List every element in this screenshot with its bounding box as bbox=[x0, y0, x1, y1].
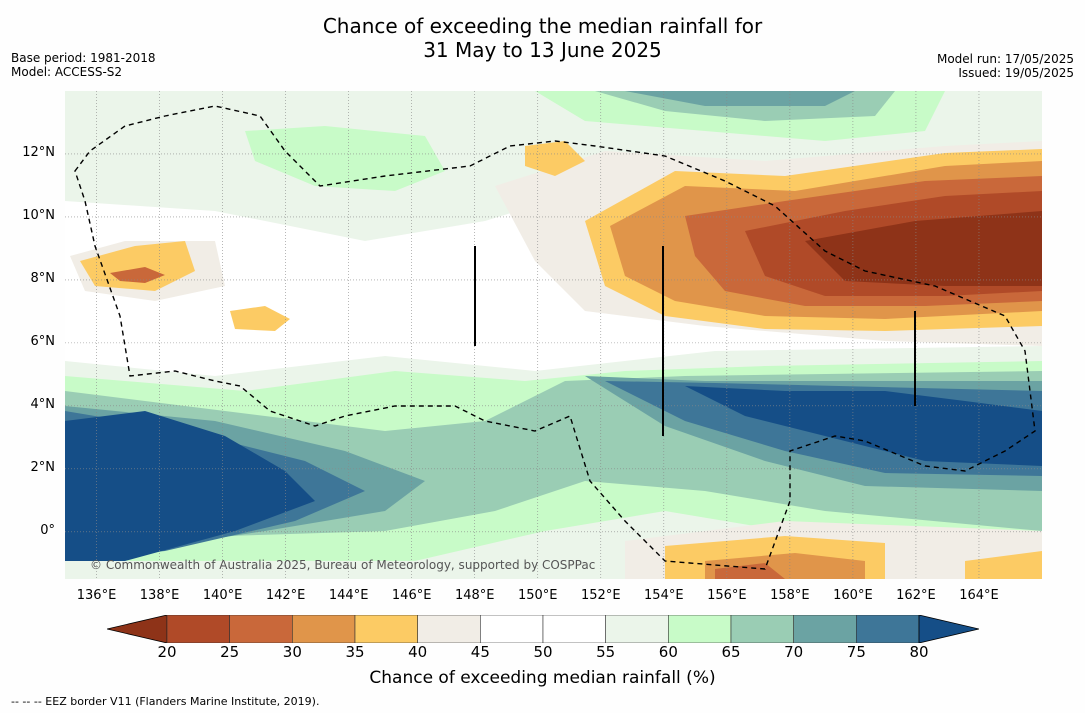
colorbar-tick-label: 65 bbox=[721, 643, 741, 661]
lat-label: 8°N bbox=[30, 270, 56, 286]
lon-label: 148°E bbox=[454, 588, 495, 603]
lat-label: 4°N bbox=[30, 396, 56, 412]
region-below-20-east bbox=[805, 211, 1042, 286]
colorbar-tick-label: 30 bbox=[282, 643, 302, 661]
map-title: Chance of exceeding the median rainfall … bbox=[0, 14, 1085, 62]
region-30-west bbox=[110, 267, 165, 283]
colorbar-label: Chance of exceeding median rainfall (%) bbox=[369, 668, 716, 688]
colorbar-segment bbox=[166, 615, 230, 643]
colorbar-segment bbox=[668, 615, 732, 643]
lon-label: 146°E bbox=[391, 588, 432, 603]
colorbar-extend-high bbox=[918, 615, 979, 643]
region-35-40-west bbox=[80, 241, 195, 291]
lon-label: 164°E bbox=[959, 588, 999, 603]
eez-border bbox=[74, 105, 1036, 570]
colorbar-segment bbox=[354, 615, 418, 643]
lat-label: 2°N bbox=[30, 459, 56, 475]
lat-label: 0° bbox=[40, 522, 55, 538]
lon-label: 140°E bbox=[202, 588, 243, 603]
region-green-northwest bbox=[245, 126, 445, 191]
region-above-80-south bbox=[65, 386, 1042, 561]
colorbar-tick-label: 70 bbox=[784, 643, 804, 661]
footnote: -- -- -- EEZ border V11 (Flanders Marine… bbox=[11, 695, 320, 708]
meta-left: Base period: 1981-2018 Model: ACCESS-S2 bbox=[11, 51, 156, 79]
lat-label: 6°N bbox=[30, 333, 56, 349]
colorbar-segment bbox=[730, 615, 794, 643]
lat-label: 10°N bbox=[22, 207, 55, 223]
colorbar-segment bbox=[856, 615, 920, 643]
base-period: Base period: 1981-2018 bbox=[11, 51, 156, 65]
colorbar-tick-label: 35 bbox=[345, 643, 365, 661]
lon-label: 158°E bbox=[770, 588, 810, 603]
colorbar-segment bbox=[229, 615, 293, 643]
title-line-1: Chance of exceeding the median rainfall … bbox=[322, 14, 763, 38]
lon-label: 142°E bbox=[265, 588, 306, 603]
meta-right: Model run: 17/05/2025 Issued: 19/05/2025 bbox=[937, 52, 1074, 80]
copyright-notice: © Commonwealth of Australia 2025, Bureau… bbox=[90, 558, 596, 572]
lon-label: 160°E bbox=[833, 588, 873, 603]
colorbar-segment bbox=[793, 615, 857, 643]
colorbar-tick-label: 25 bbox=[220, 643, 240, 661]
colorbar-tick-label: 55 bbox=[596, 643, 616, 661]
lon-label: 162°E bbox=[896, 588, 936, 603]
lat-label: 12°N bbox=[22, 144, 55, 160]
colorbar-segment bbox=[542, 615, 606, 643]
lon-label: 138°E bbox=[139, 588, 180, 603]
region-35-40-small bbox=[230, 306, 290, 331]
region-25-south bbox=[715, 563, 785, 579]
lon-label: 150°E bbox=[517, 588, 558, 603]
map-panel: © Commonwealth of Australia 2025, Bureau… bbox=[65, 91, 1042, 579]
lon-label: 136°E bbox=[76, 588, 117, 603]
colorbar-tick-label: 80 bbox=[909, 643, 929, 661]
lon-label: 144°E bbox=[328, 588, 369, 603]
lon-label: 152°E bbox=[581, 588, 621, 603]
colorbar-segment bbox=[605, 615, 669, 643]
colorbar-segment bbox=[417, 615, 481, 643]
colorbar-tick-label: 50 bbox=[533, 643, 553, 661]
rainfall-map bbox=[65, 91, 1042, 579]
issued-date: Issued: 19/05/2025 bbox=[958, 66, 1074, 80]
colorbar-tick-label: 60 bbox=[658, 643, 678, 661]
graticule bbox=[65, 91, 1042, 579]
model-run: Model run: 17/05/2025 bbox=[936, 52, 1074, 66]
colorbar-segment bbox=[292, 615, 356, 643]
colorbar-extend-low bbox=[107, 615, 168, 643]
model-name: Model: ACCESS-S2 bbox=[11, 65, 123, 79]
colorbar-tick-label: 75 bbox=[846, 643, 866, 661]
lon-label: 154°E bbox=[644, 588, 684, 603]
lon-label: 156°E bbox=[707, 588, 747, 603]
colorbar bbox=[107, 615, 979, 643]
colorbar-tick-label: 40 bbox=[408, 643, 428, 661]
title-line-2: 31 May to 13 June 2025 bbox=[423, 38, 662, 62]
region-75-north bbox=[625, 91, 855, 106]
colorbar-tick-label: 45 bbox=[470, 643, 490, 661]
colorbar-segment bbox=[480, 615, 544, 643]
colorbar-tick-label: 20 bbox=[157, 643, 177, 661]
region-35-40-yellow-north bbox=[525, 141, 585, 176]
